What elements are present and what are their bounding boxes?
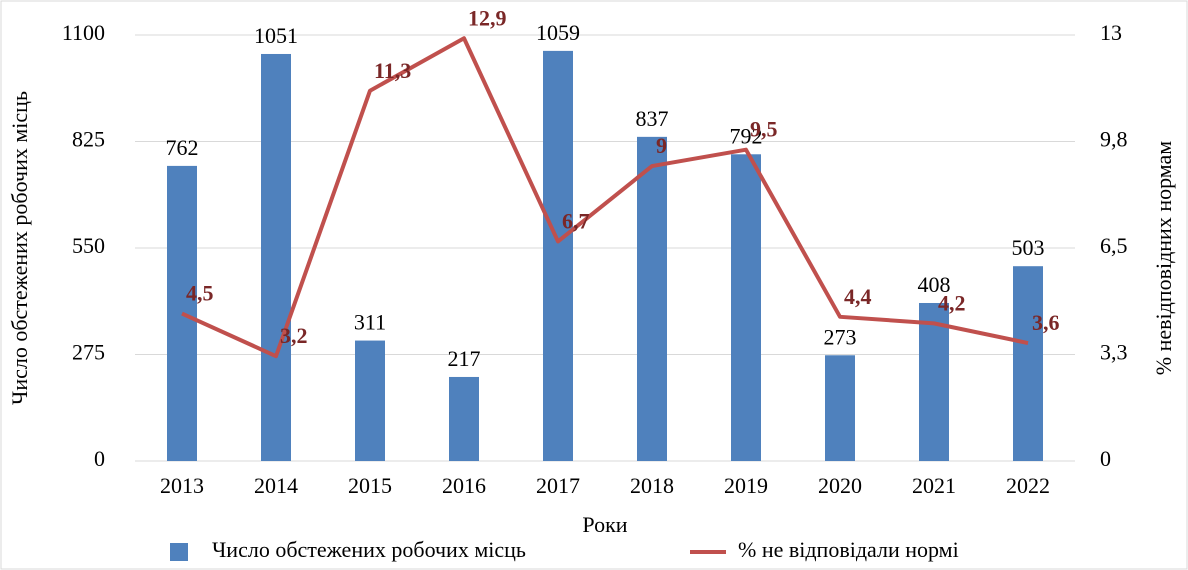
y-axis-title: Число обстежених робочих місць — [7, 91, 32, 405]
bar — [543, 50, 573, 462]
x-tick-label: 2014 — [254, 473, 298, 498]
bar — [825, 355, 855, 461]
bar — [731, 154, 761, 461]
x-tick-label: 2016 — [442, 473, 486, 498]
x-tick-label: 2013 — [160, 473, 204, 498]
bar-value-label: 1059 — [536, 20, 580, 45]
line-value-label: 4,5 — [186, 281, 214, 306]
y2-axis-title: % невідповідних нормам — [1151, 141, 1176, 376]
line-value-label: 11,3 — [374, 58, 411, 83]
bar — [449, 376, 479, 461]
bar-value-label: 1051 — [254, 23, 298, 48]
line-value-label: 3,6 — [1032, 310, 1060, 335]
bar — [167, 165, 197, 461]
x-tick-label: 2017 — [536, 473, 580, 498]
line-value-label: 6,7 — [562, 208, 590, 233]
x-axis-title: Роки — [582, 512, 627, 537]
bar-value-label: 792 — [730, 123, 763, 148]
line-value-label: 4,2 — [938, 290, 966, 315]
y2-tick-label: 13 — [1100, 20, 1122, 45]
line-value-label: 9,5 — [750, 117, 778, 142]
x-tick-label: 2022 — [1006, 473, 1050, 498]
y2-tick-label: 9,8 — [1100, 127, 1128, 152]
x-tick-label: 2015 — [348, 473, 392, 498]
bar — [919, 302, 949, 461]
line — [181, 36, 1029, 359]
x-tick-label: 2020 — [818, 473, 862, 498]
x-tick-label: 2019 — [724, 473, 768, 498]
y2-tick-label: 3,3 — [1100, 340, 1128, 365]
y2-tick-label: 6,5 — [1100, 233, 1128, 258]
y-tick-label: 550 — [72, 233, 105, 258]
bar — [261, 53, 291, 461]
bar-value-label: 311 — [354, 310, 386, 335]
bar-value-label: 762 — [166, 135, 199, 160]
bar-value-label: 217 — [448, 346, 481, 371]
bar-value-label: 273 — [824, 324, 857, 349]
y-tick-label: 0 — [94, 446, 105, 471]
legend-label: Число обстежених робочих місць — [212, 537, 526, 562]
y-tick-label: 825 — [72, 127, 105, 152]
bar-value-label: 837 — [636, 106, 669, 131]
line-value-label: 12,9 — [468, 5, 507, 30]
bar-value-label: 503 — [1012, 235, 1045, 260]
bar — [1013, 266, 1043, 461]
y-tick-label: 275 — [72, 340, 105, 365]
bar — [637, 136, 667, 461]
bar — [355, 340, 385, 461]
x-tick-label: 2021 — [912, 473, 956, 498]
x-tick-label: 2018 — [630, 473, 674, 498]
line-value-label: 4,4 — [844, 284, 872, 309]
y2-tick-label: 0 — [1100, 446, 1111, 471]
line-value-label: 9 — [656, 133, 667, 158]
line-value-label: 3,2 — [280, 323, 308, 348]
legend-label: % не відповідали нормі — [738, 537, 959, 562]
bar-value-label: 408 — [918, 272, 951, 297]
y-tick-label: 1100 — [62, 20, 105, 45]
legend-swatch — [170, 543, 188, 561]
